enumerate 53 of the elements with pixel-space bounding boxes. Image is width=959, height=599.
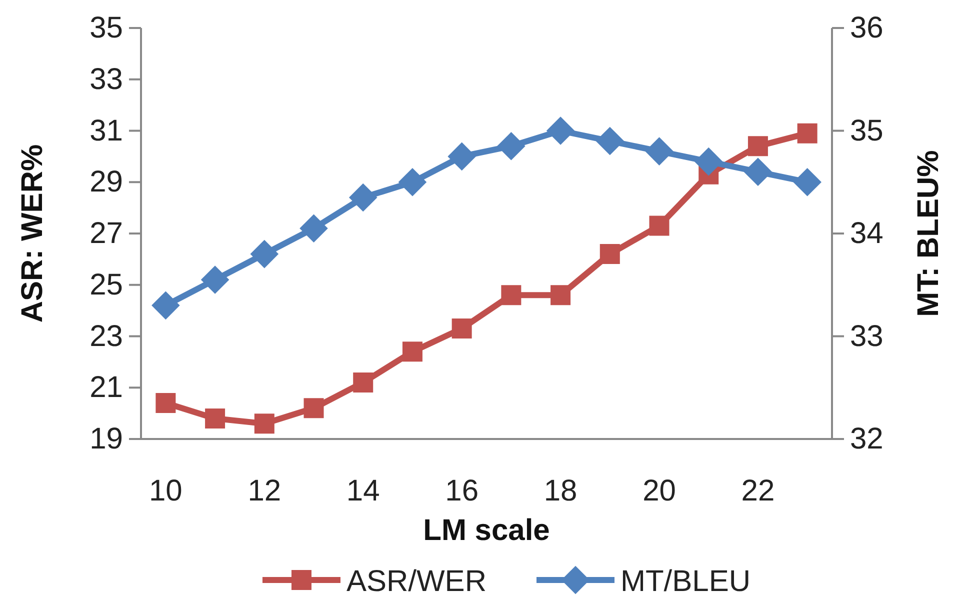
point <box>797 123 818 144</box>
y-tick-label: 19 <box>90 422 123 456</box>
point <box>596 126 624 156</box>
y-tick-label: 21 <box>90 371 123 404</box>
point <box>152 291 180 320</box>
y2-tick-label: 36 <box>850 12 884 45</box>
y-tick-label: 35 <box>90 12 123 45</box>
point <box>254 414 274 434</box>
x-tick-label: 16 <box>445 474 479 508</box>
point <box>200 266 230 294</box>
y-tick-label: 27 <box>90 217 123 250</box>
x-tick-label: 14 <box>346 474 380 508</box>
x-tick-label: 12 <box>248 474 282 508</box>
x-tick-label: 18 <box>544 474 578 508</box>
point <box>744 158 772 186</box>
y-tick-label: 23 <box>90 320 123 353</box>
point <box>546 116 575 145</box>
y2-tick-label: 34 <box>850 217 884 250</box>
x-tick-label: 20 <box>642 474 676 508</box>
point <box>205 408 226 428</box>
y-tick-label: 33 <box>90 62 123 96</box>
legend-label: MT/BLEU <box>620 565 751 598</box>
point <box>793 168 822 196</box>
point <box>402 342 422 362</box>
y2-tick-label: 32 <box>850 422 884 456</box>
point <box>501 285 522 306</box>
point <box>448 142 476 171</box>
point <box>156 393 176 414</box>
y2-tick-label: 35 <box>850 114 884 148</box>
x-tick-label: 22 <box>741 474 775 508</box>
point <box>250 240 279 268</box>
point <box>600 244 620 264</box>
y-tick-label: 25 <box>90 268 123 302</box>
legend-label: ASR/WER <box>346 565 486 598</box>
point <box>550 285 571 306</box>
point <box>748 136 768 156</box>
point <box>353 372 374 392</box>
point <box>649 216 670 236</box>
point <box>304 398 324 418</box>
point <box>300 214 328 243</box>
point <box>398 168 427 196</box>
point <box>452 318 472 339</box>
point <box>694 147 723 176</box>
y-tick-label: 31 <box>90 114 123 148</box>
x-tick-label: 10 <box>148 474 182 508</box>
x-axis-title: LM scale <box>423 514 550 547</box>
point <box>645 137 674 166</box>
y2-tick-label: 33 <box>850 320 884 353</box>
y2-axis-title: MT: BLEU% <box>912 150 945 317</box>
y-axis-title: ASR: WER% <box>16 144 49 323</box>
y-tick-label: 29 <box>90 166 123 199</box>
point <box>348 183 378 212</box>
point <box>497 132 526 160</box>
